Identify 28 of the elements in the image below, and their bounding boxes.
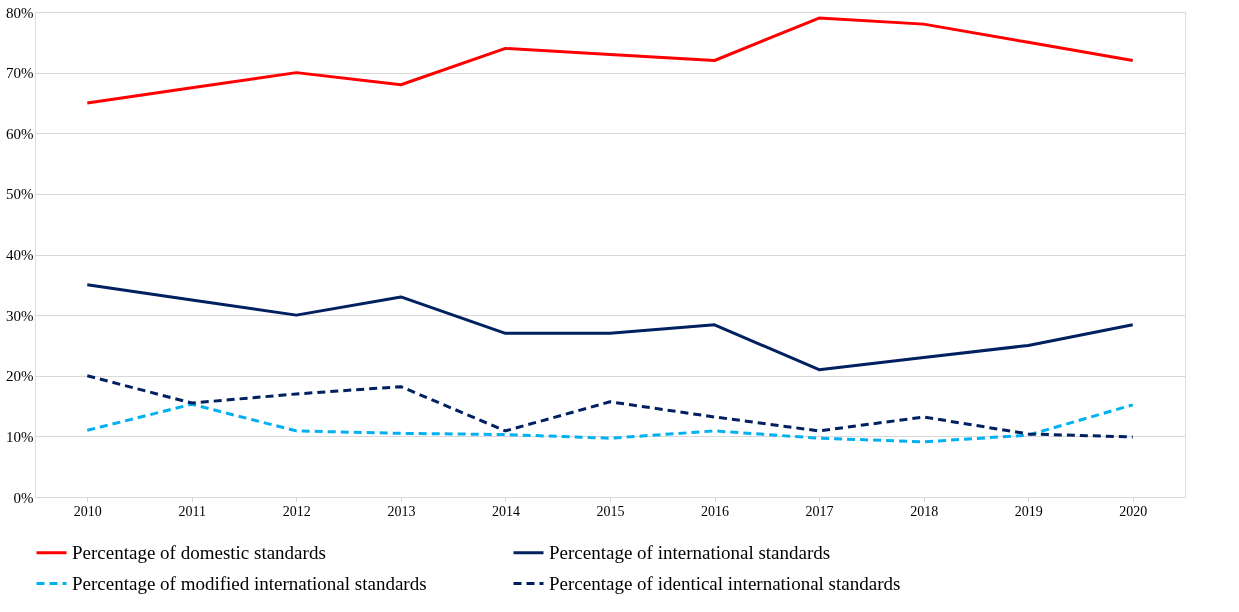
- x-tick-label: 2020: [1119, 503, 1148, 519]
- legend-label: Percentage of identical international standards: [549, 572, 901, 594]
- y-tick-label: 80%: [6, 4, 34, 21]
- x-tick-label: 2017: [805, 503, 834, 519]
- line-series: [85, 402, 1135, 444]
- x-tick-label: 2016: [701, 503, 730, 519]
- y-tick-label: 50%: [6, 186, 34, 203]
- y-tick-label: 30%: [6, 307, 34, 324]
- line-series: [85, 16, 1135, 105]
- y-tick-label: 70%: [6, 65, 34, 82]
- legend-label: Percentage of international standards: [549, 541, 831, 563]
- legend-label: Percentage of modified international standards: [72, 572, 427, 594]
- y-tick-label: 0%: [13, 489, 34, 506]
- y-tick-label: 20%: [6, 368, 34, 385]
- y-tick-label: 60%: [6, 125, 34, 142]
- x-tick-label: 2010: [73, 503, 102, 519]
- legend-label: Percentage of domestic standards: [72, 541, 326, 563]
- x-tick-label: 2011: [178, 503, 207, 519]
- line-series: [85, 283, 1135, 372]
- x-tick-label: 2015: [596, 503, 625, 519]
- y-tick-label: 10%: [6, 428, 34, 445]
- y-tick-label: 40%: [6, 247, 34, 263]
- x-tick-label: 2019: [1014, 503, 1043, 519]
- line-series: [85, 374, 1135, 439]
- x-tick-label: 2013: [387, 503, 416, 519]
- x-tick-label: 2018: [910, 503, 939, 519]
- x-tick-label: 2014: [491, 503, 520, 519]
- x-tick-label: 2012: [282, 503, 311, 519]
